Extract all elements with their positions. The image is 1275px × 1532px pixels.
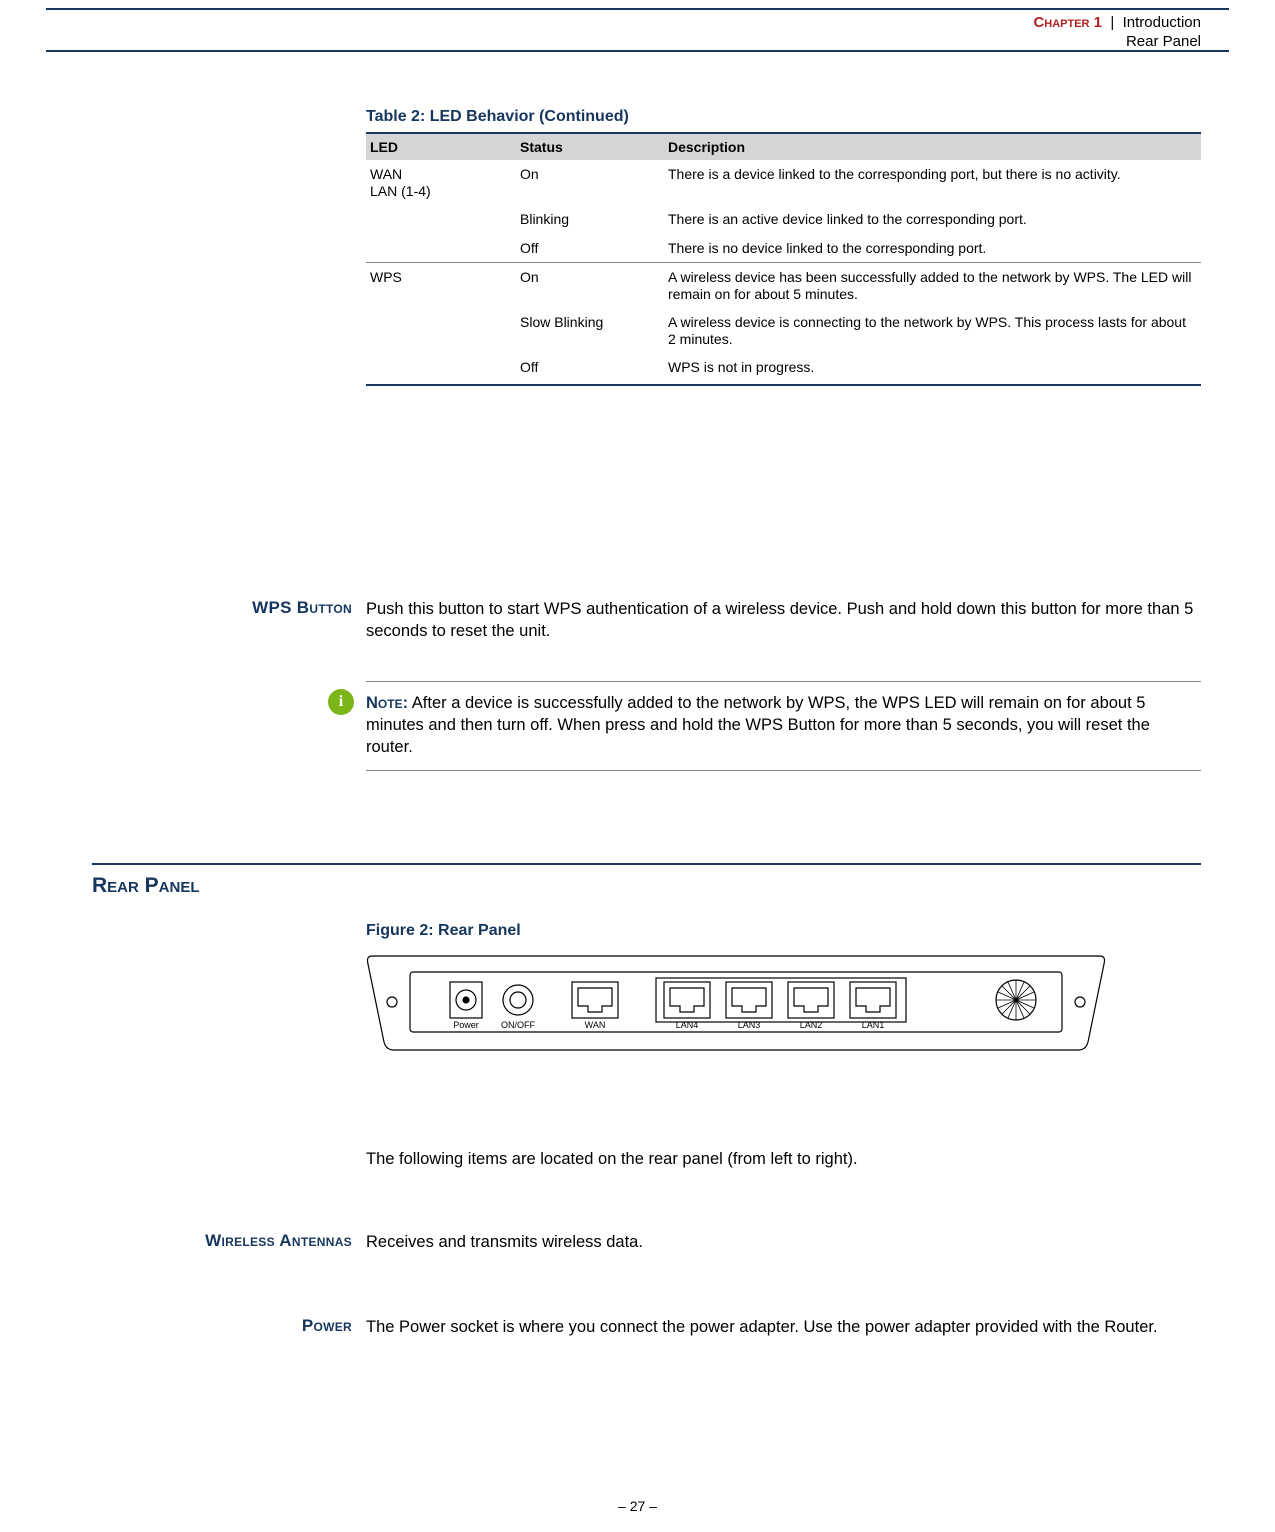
header-bottom-rule: [46, 50, 1229, 52]
section-rule: [92, 863, 1201, 865]
rear-panel-intro: The following items are located on the r…: [366, 1148, 1201, 1170]
cell-status: On: [516, 160, 664, 205]
col-description: Description: [664, 134, 1201, 160]
rear-panel-diagram: Power ON/OFF WAN LAN4 LAN3 LAN2 LAN1: [366, 946, 1106, 1064]
diagram-label-lan2: LAN2: [800, 1020, 823, 1030]
cell-status: Off: [516, 353, 664, 382]
cell-led: [366, 353, 516, 382]
header-top-rule: [46, 8, 1229, 10]
note-block: i Note: After a device is successfully a…: [366, 681, 1201, 772]
table-row: WPSOnA wireless device has been successf…: [366, 263, 1201, 309]
col-led: LED: [366, 134, 516, 160]
cell-status: On: [516, 263, 664, 309]
power-label: Power: [302, 1316, 352, 1335]
power-text: The Power socket is where you connect th…: [366, 1316, 1201, 1338]
cell-led: WPS: [366, 263, 516, 309]
table-header-row: LED Status Description: [366, 134, 1201, 160]
diagram-label-lan1: LAN1: [862, 1020, 885, 1030]
info-icon: i: [328, 689, 354, 715]
cell-description: A wireless device is connecting to the n…: [664, 308, 1201, 353]
table-row: OffWPS is not in progress.: [366, 353, 1201, 382]
diagram-label-lan3: LAN3: [738, 1020, 761, 1030]
table-row: WAN LAN (1-4)OnThere is a device linked …: [366, 160, 1201, 205]
wps-button-section: Push this button to start WPS authentica…: [366, 598, 1201, 771]
table-row: OffThere is no device linked to the corr…: [366, 234, 1201, 263]
wps-button-label: WPS Button: [252, 598, 352, 617]
diagram-label-lan4: LAN4: [676, 1020, 699, 1030]
table-bottom-rule: [366, 384, 1201, 386]
table-block: Table 2: LED Behavior (Continued) LED St…: [366, 108, 1201, 386]
diagram-label-wan: WAN: [585, 1020, 606, 1030]
note-text-line: Note: After a device is successfully add…: [366, 692, 1201, 759]
cell-status: Slow Blinking: [516, 308, 664, 353]
chapter-label: Chapter 1: [1033, 14, 1102, 31]
note-text: After a device is successfully added to …: [366, 694, 1150, 757]
cell-description: There is an active device linked to the …: [664, 205, 1201, 234]
page-header: Chapter 1 | Introduction Rear Panel: [1033, 14, 1201, 52]
wps-button-text: Push this button to start WPS authentica…: [366, 598, 1201, 643]
cell-status: Off: [516, 234, 664, 263]
wireless-antennas-label: Wireless Antennas: [205, 1231, 352, 1250]
header-divider: |: [1110, 14, 1114, 31]
cell-led: [366, 308, 516, 353]
cell-status: Blinking: [516, 205, 664, 234]
diagram-label-onoff: ON/OFF: [501, 1020, 535, 1030]
note-bottom-rule: [366, 770, 1201, 771]
cell-led: [366, 234, 516, 263]
side-label-antennas: Wireless Antennas: [92, 1231, 352, 1251]
cell-description: A wireless device has been successfully …: [664, 263, 1201, 309]
page-number: – 27 –: [0, 1498, 1275, 1514]
cell-led: WAN LAN (1-4): [366, 160, 516, 205]
side-label-power: Power: [92, 1316, 352, 1336]
table-caption: Table 2: LED Behavior (Continued): [366, 108, 1201, 126]
cell-description: WPS is not in progress.: [664, 353, 1201, 382]
rear-panel-block: Figure 2: Rear Panel: [366, 902, 1201, 1067]
cell-description: There is no device linked to the corresp…: [664, 234, 1201, 263]
note-label: Note:: [366, 694, 408, 712]
figure-caption: Figure 2: Rear Panel: [366, 922, 1201, 940]
note-top-rule: [366, 681, 1201, 682]
cell-led: [366, 205, 516, 234]
table-row: Slow BlinkingA wireless device is connec…: [366, 308, 1201, 353]
wireless-antennas-text: Receives and transmits wireless data.: [366, 1231, 1201, 1253]
led-table: LED Status Description WAN LAN (1-4)OnTh…: [366, 134, 1201, 382]
breadcrumb: Rear Panel: [1033, 33, 1201, 52]
side-label-wps: WPS Button: [92, 598, 352, 618]
col-status: Status: [516, 134, 664, 160]
diagram-label-power: Power: [453, 1020, 479, 1030]
chapter-title: Introduction: [1123, 14, 1201, 31]
rear-panel-heading: Rear Panel: [92, 874, 200, 898]
table-row: BlinkingThere is an active device linked…: [366, 205, 1201, 234]
cell-description: There is a device linked to the correspo…: [664, 160, 1201, 205]
